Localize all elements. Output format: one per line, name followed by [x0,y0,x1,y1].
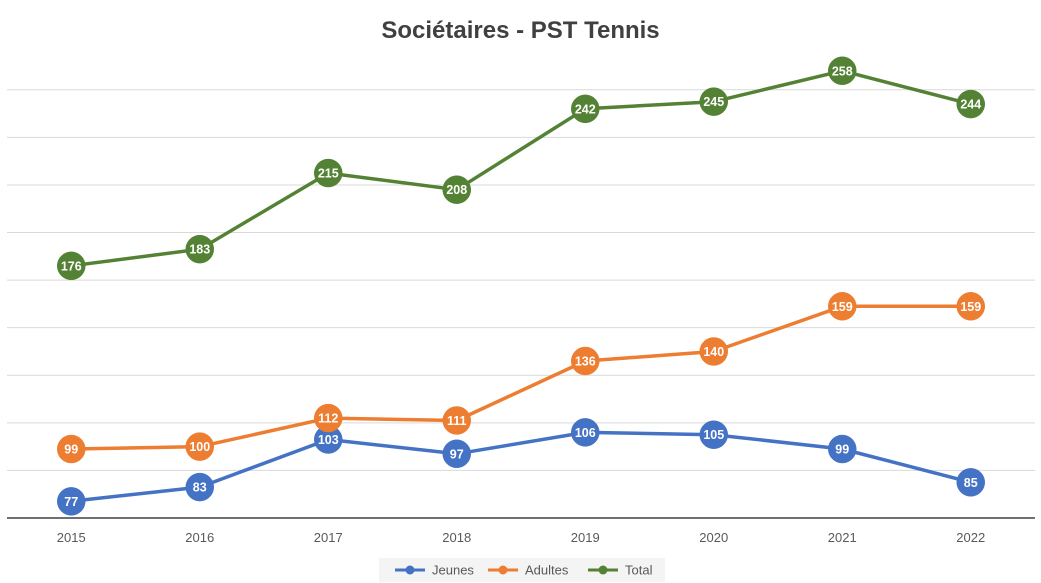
legend: Jeunes Adultes Total [379,558,665,582]
data-point-total-2015 [57,251,86,281]
data-labels: 77 83 103 97 106 105 99 85 99 100 112 111 136 140 159 1… [61,64,981,509]
data-label-jeunes-2018: 97 [450,447,464,461]
series-line-total [69,69,973,268]
data-label-total-2018: 208 [446,183,467,197]
series-jeunes [57,418,985,516]
x-tick-label-2018: 2018 [442,530,471,545]
chart-title: Sociétaires - PST Tennis [381,17,659,44]
data-point-total-2020 [699,87,728,116]
x-tick-label-2017: 2017 [314,530,343,545]
legend-label-adultes: Adultes [525,563,569,578]
data-label-jeunes-2017: 103 [318,433,339,447]
data-point-total-2019 [571,94,600,124]
data-point-adultes-2017 [314,403,343,433]
data-label-jeunes-2019: 106 [575,426,596,440]
x-tick-label-2021: 2021 [828,530,857,545]
data-label-total-2021: 258 [832,64,853,78]
data-label-jeunes-2021: 99 [835,443,849,457]
data-label-adultes-2016: 100 [189,440,210,454]
legend-label-total: Total [625,563,653,578]
data-label-total-2015: 176 [61,259,82,273]
gridlines [7,89,1035,471]
data-label-total-2022: 244 [960,98,981,112]
data-label-total-2019: 242 [575,102,596,116]
data-point-jeunes-2019 [571,418,600,447]
data-label-adultes-2015: 99 [64,443,78,457]
data-point-jeunes-2022 [956,468,985,497]
data-label-jeunes-2016: 83 [193,481,207,495]
data-label-total-2020: 245 [703,95,724,109]
data-point-adultes-2016 [185,432,214,461]
data-point-adultes-2015 [57,434,86,464]
data-label-jeunes-2015: 77 [64,495,78,509]
x-axis: 2015 2016 2017 2018 2019 2020 2021 2022 [7,517,1035,545]
data-point-adultes-2021 [828,292,857,321]
series-layer [57,56,985,516]
data-label-adultes-2020: 140 [703,345,724,359]
x-tick-label-2016: 2016 [185,530,214,545]
data-point-adultes-2022 [956,292,985,321]
data-label-adultes-2021: 159 [832,300,853,314]
data-label-adultes-2018: 111 [447,414,467,428]
data-point-total-2018 [442,175,471,204]
data-point-jeunes-2015 [57,487,86,516]
x-tick-label-2022: 2022 [956,530,985,545]
x-tick-label-2019: 2019 [571,530,600,545]
series-adultes [57,292,985,464]
legend-item-jeunes: Jeunes [395,563,474,578]
data-point-total-2016 [185,234,214,264]
data-label-adultes-2019: 136 [575,354,596,368]
data-point-total-2022 [956,89,985,119]
data-label-adultes-2017: 112 [318,412,338,426]
series-total [57,56,985,281]
data-point-jeunes-2018 [442,439,471,469]
data-point-jeunes-2021 [828,434,857,464]
legend-marker-adultes [498,565,508,575]
data-point-adultes-2018 [442,406,471,435]
data-point-jeunes-2020 [699,420,728,449]
data-label-adultes-2022: 159 [960,300,981,314]
x-tick-label-2020: 2020 [699,530,728,545]
legend-marker-total [598,565,608,575]
data-point-total-2021 [828,56,857,86]
legend-marker-jeunes [405,565,415,575]
data-point-adultes-2020 [699,337,728,366]
data-point-total-2017 [314,158,343,188]
data-point-adultes-2019 [571,346,600,376]
data-label-total-2016: 183 [189,243,210,257]
legend-item-adultes: Adultes [488,563,569,578]
data-label-jeunes-2020: 105 [703,428,724,442]
data-label-total-2017: 215 [318,167,339,181]
data-label-jeunes-2022: 85 [964,476,978,490]
series-line-jeunes [69,430,973,504]
x-tick-label-2015: 2015 [57,530,86,545]
data-point-jeunes-2016 [185,472,214,502]
legend-label-jeunes: Jeunes [432,563,474,578]
legend-item-total: Total [588,563,653,578]
series-line-adultes [69,304,973,451]
